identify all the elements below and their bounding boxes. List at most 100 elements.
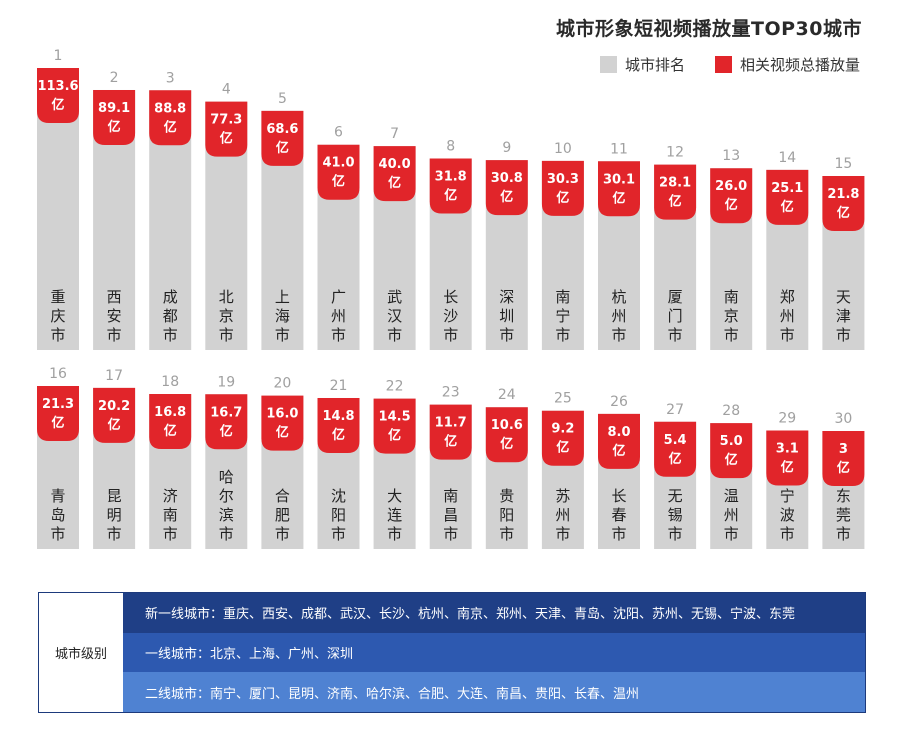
city-label-char: 厦 [668, 288, 683, 306]
value-unit-20: 亿 [276, 425, 289, 441]
value-bar-5 [261, 110, 304, 166]
value-bar-8 [429, 158, 472, 214]
tier-rows: 新一线城市：重庆、西安、成都、武汉、长沙、杭州、南京、郑州、天津、青岛、沈阳、苏… [123, 593, 865, 713]
value-label-7: 40.0 [379, 157, 411, 172]
value-label-25: 9.2 [551, 422, 574, 437]
value-bar-4 [205, 101, 248, 157]
value-label-16: 21.3 [42, 397, 74, 412]
value-unit-2: 亿 [108, 119, 121, 135]
city-label-char: 汉 [387, 307, 402, 325]
city-label-char: 市 [724, 525, 739, 543]
city-label-char: 津 [836, 307, 851, 325]
value-label-12: 28.1 [659, 176, 691, 191]
value-label-18: 16.8 [154, 405, 186, 420]
city-label-26: 长春市 [611, 487, 626, 543]
value-bar-22 [373, 398, 416, 454]
city-label-12: 厦门市 [668, 288, 683, 344]
city-label-char: 市 [668, 525, 683, 543]
value-bar-21 [317, 397, 360, 453]
city-label-char: 门 [668, 307, 683, 325]
value-label-29: 3.1 [776, 442, 799, 457]
value-label-2: 89.1 [98, 101, 130, 116]
legend-swatch-views [714, 56, 732, 73]
value-bar-11 [598, 161, 640, 217]
city-label-char: 市 [555, 525, 570, 543]
city-label-char: 京 [219, 307, 234, 325]
rank-label-2: 2 [110, 70, 119, 86]
value-label-23: 11.7 [435, 416, 467, 431]
rank-label-21: 21 [330, 378, 348, 394]
value-bar-10 [541, 160, 584, 216]
value-label-27: 5.4 [664, 433, 687, 448]
city-label-char: 合 [275, 487, 290, 505]
rank-label-30: 30 [834, 411, 852, 427]
city-label-5: 上海市 [275, 288, 290, 344]
city-label-char: 广 [331, 288, 346, 306]
value-label-15: 21.8 [827, 187, 859, 202]
value-unit-30: 亿 [837, 460, 850, 476]
value-bar-17 [93, 387, 136, 443]
city-label-char: 杭 [611, 288, 626, 306]
city-label-char: 郑 [780, 288, 795, 306]
city-tier-table: 城市级别 新一线城市：重庆、西安、成都、武汉、长沙、杭州、南京、郑州、天津、青岛… [38, 592, 866, 713]
value-bar-27 [654, 421, 697, 477]
tier-label: 城市级别 [39, 593, 123, 712]
city-label-20: 合肥市 [275, 487, 290, 543]
city-label-char: 市 [163, 525, 178, 543]
value-unit-21: 亿 [332, 427, 345, 443]
value-label-4: 77.3 [210, 113, 242, 128]
value-unit-10: 亿 [556, 190, 569, 206]
city-label-6: 广州市 [331, 288, 346, 344]
city-label-char: 市 [724, 326, 739, 344]
city-label-char: 市 [107, 525, 122, 543]
city-label-char: 青 [50, 487, 65, 505]
tier-row-first: 一线城市：北京、上海、广州、深圳 [123, 632, 865, 673]
city-label-char: 南 [724, 288, 739, 306]
city-label-1: 重庆市 [50, 288, 65, 344]
city-label-char: 州 [724, 506, 739, 524]
tier-row-second: 二线城市：南宁、厦门、昆明、济南、哈尔滨、合肥、大连、南昌、贵阳、长春、温州 [123, 672, 865, 713]
city-label-char: 宁 [780, 487, 795, 505]
city-label-char: 市 [780, 326, 795, 344]
city-label-char: 上 [275, 288, 290, 306]
city-label-3: 成都市 [163, 288, 178, 344]
city-label-char: 安 [107, 307, 122, 325]
legend-swatch-rank [599, 56, 617, 73]
city-label-char: 市 [836, 326, 851, 344]
city-label-char: 市 [443, 326, 458, 344]
city-label-11: 杭州市 [611, 288, 626, 344]
city-label-char: 温 [724, 487, 739, 505]
city-label-char: 成 [163, 288, 178, 306]
value-label-20: 16.0 [266, 407, 298, 422]
rank-label-22: 22 [386, 379, 404, 395]
value-bar-18 [149, 394, 192, 450]
value-unit-22: 亿 [388, 428, 401, 444]
city-label-18: 济南市 [163, 487, 178, 543]
rank-label-8: 8 [446, 139, 455, 155]
value-unit-16: 亿 [51, 415, 64, 431]
value-bar-15 [822, 176, 865, 231]
city-label-char: 市 [555, 326, 570, 344]
city-label-char: 昌 [443, 506, 458, 524]
city-label-2: 西安市 [107, 288, 122, 344]
rank-label-24: 24 [498, 387, 516, 403]
value-unit-11: 亿 [612, 190, 625, 206]
rank-label-14: 14 [778, 150, 796, 166]
city-label-14: 郑州市 [780, 288, 795, 344]
city-label-char: 滨 [219, 506, 234, 524]
city-label-char: 莞 [836, 506, 851, 524]
city-label-char: 波 [780, 506, 795, 524]
value-unit-9: 亿 [500, 189, 513, 205]
rank-label-25: 25 [554, 391, 572, 407]
